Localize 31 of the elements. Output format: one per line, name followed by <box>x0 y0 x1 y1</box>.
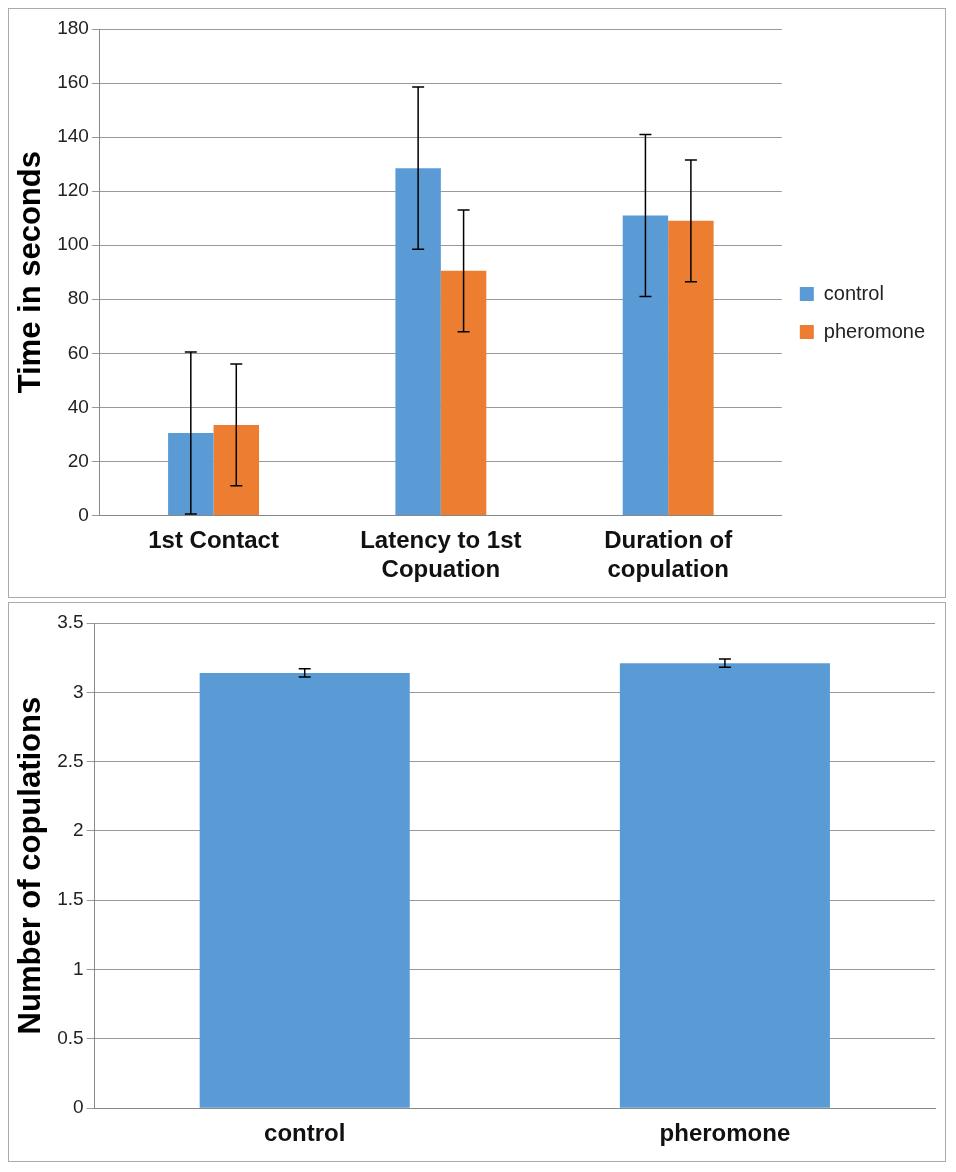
x-tick-label: Duration of copulation <box>604 526 734 583</box>
bar <box>168 432 214 515</box>
y-tick-label: 3 <box>73 680 84 702</box>
y-axis-title: Number of copulations <box>12 696 48 1035</box>
y-tick-label: 60 <box>67 341 89 363</box>
y-tick-label: 20 <box>67 449 89 471</box>
legend-label: control <box>823 281 884 304</box>
y-tick-label: 160 <box>57 71 89 93</box>
bar <box>622 215 669 515</box>
x-tick-label: 1st Contact <box>148 526 279 554</box>
y-tick-label: 2 <box>73 819 84 841</box>
bar <box>668 220 714 515</box>
y-tick-label: 1 <box>73 957 84 979</box>
bar <box>213 424 260 515</box>
bar <box>395 168 441 515</box>
y-tick-label: 0 <box>78 503 89 525</box>
y-tick-label: 140 <box>57 125 89 147</box>
x-tick-label: Latency to 1st Copuation <box>360 526 522 583</box>
y-axis-title: Time in seconds <box>12 151 48 394</box>
y-tick-label: 80 <box>67 287 89 309</box>
y-tick-label: 120 <box>57 179 89 201</box>
y-tick-label: 40 <box>67 395 89 417</box>
y-tick-label: 3.5 <box>57 611 84 633</box>
legend-label: pheromone <box>823 319 926 342</box>
y-tick-label: 180 <box>57 17 89 39</box>
y-tick-label: 0 <box>73 1096 84 1118</box>
bar <box>440 270 487 515</box>
y-tick-label: 1.5 <box>57 888 84 910</box>
y-tick-label: 0.5 <box>57 1027 84 1049</box>
y-tick-label: 2.5 <box>57 749 84 771</box>
y-tick-label: 100 <box>57 233 89 255</box>
